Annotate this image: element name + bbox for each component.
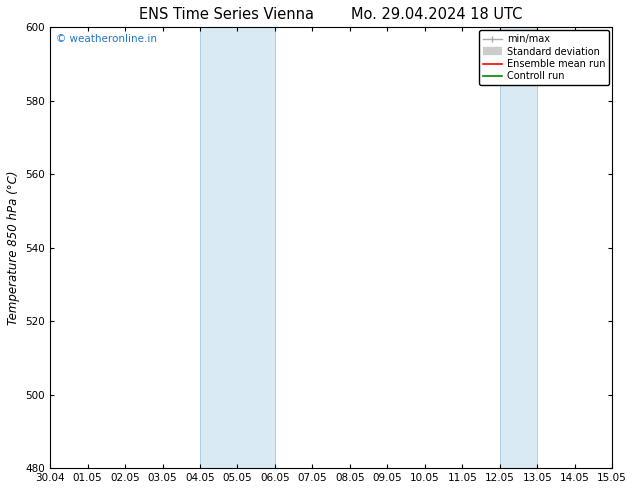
Y-axis label: Temperature 850 hPa (°C): Temperature 850 hPa (°C) bbox=[7, 171, 20, 325]
Title: ENS Time Series Vienna        Mo. 29.04.2024 18 UTC: ENS Time Series Vienna Mo. 29.04.2024 18… bbox=[139, 7, 523, 22]
Text: © weatheronline.in: © weatheronline.in bbox=[56, 34, 157, 44]
Bar bbox=[200, 27, 275, 468]
Bar bbox=[500, 27, 537, 468]
Legend: min/max, Standard deviation, Ensemble mean run, Controll run: min/max, Standard deviation, Ensemble me… bbox=[479, 30, 609, 85]
